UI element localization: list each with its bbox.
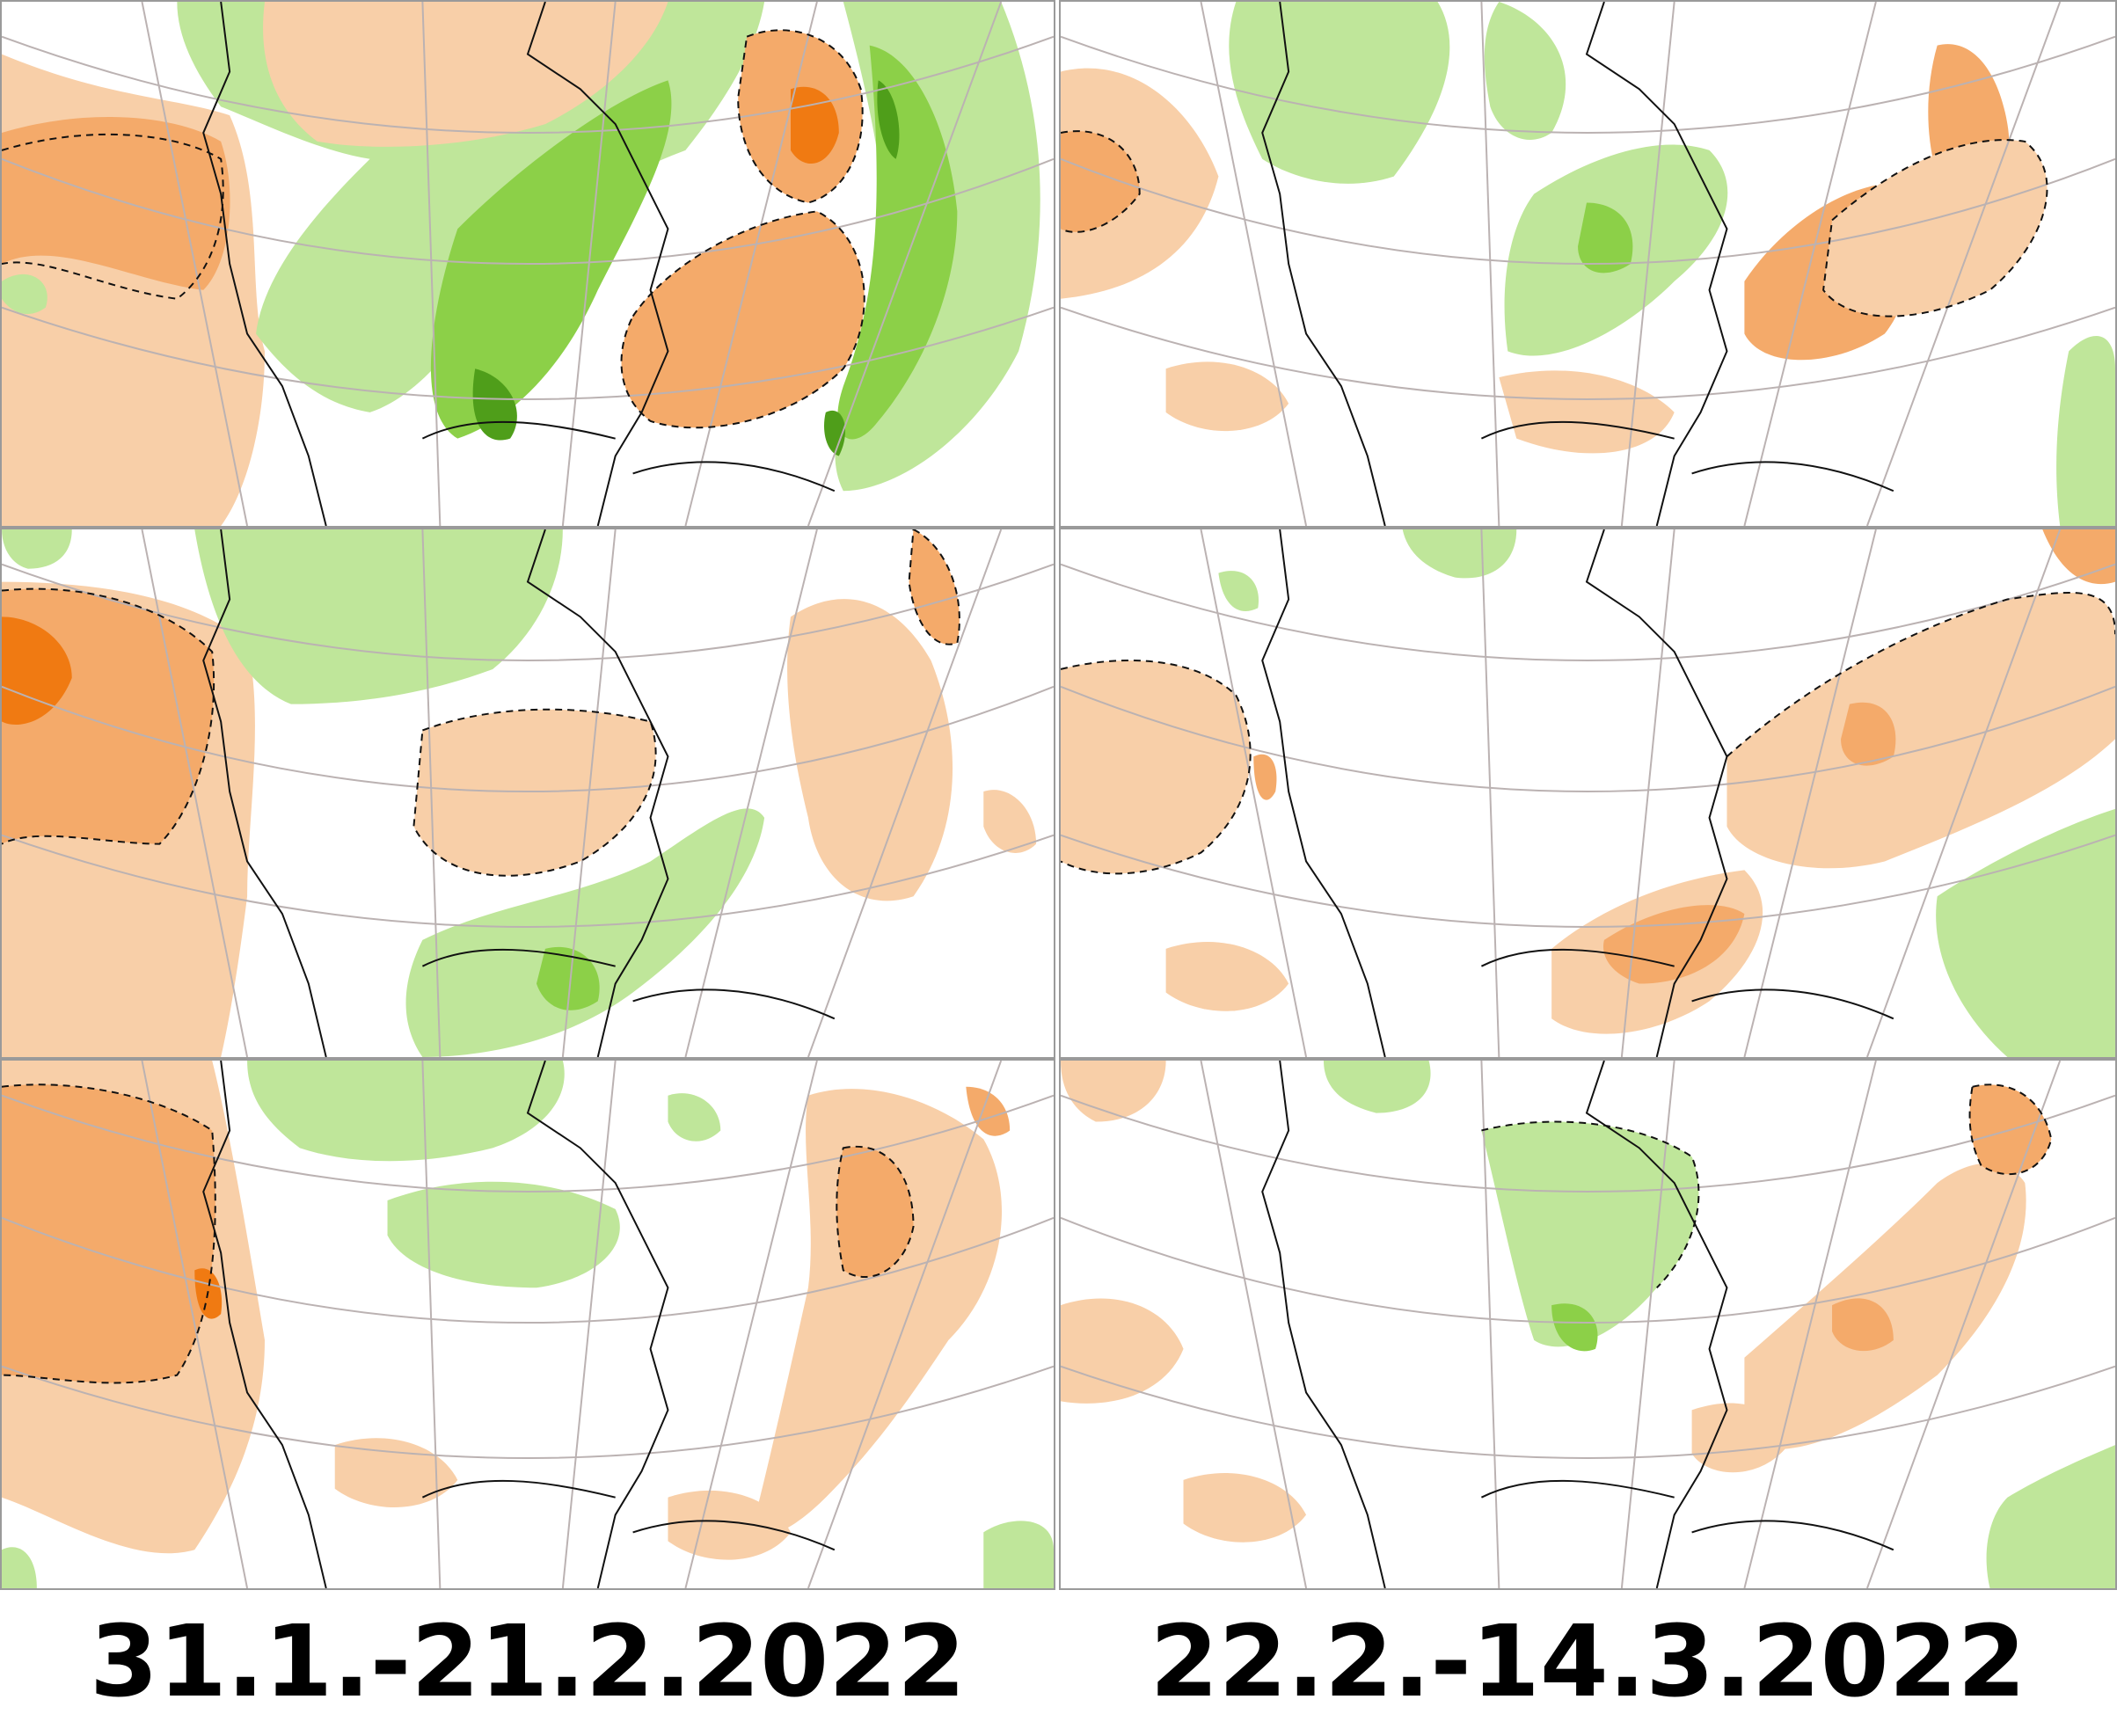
- significance-contour: [1481, 1083, 2053, 1288]
- orange-anomaly-region: [621, 211, 865, 428]
- orange-anomaly-region: [836, 1146, 914, 1278]
- green-anomaly-region: [1484, 2, 1566, 140]
- green-anomaly-region: [405, 808, 765, 1057]
- orange-anomaly-region: [1726, 592, 2115, 869]
- graticule: [2, 529, 1054, 1057]
- coastline: [202, 1061, 836, 1588]
- map-panel-top-right: [1059, 0, 2117, 528]
- anomaly-map: [1061, 1061, 2115, 1588]
- orange-anomaly-region: [1061, 1298, 1184, 1404]
- orange-anomaly-region: [1061, 131, 1140, 232]
- anomaly-map: [1061, 2, 2115, 526]
- map-panel-top-left: [0, 0, 1055, 528]
- significance-contour: [1061, 592, 2115, 875]
- green-anomaly-region: [2, 1547, 37, 1588]
- green-anomaly-region: [837, 45, 958, 440]
- orange-anomaly-region: [263, 2, 668, 147]
- orange-anomaly-region: [2042, 529, 2115, 585]
- anomaly-map: [2, 1061, 1054, 1588]
- green-anomaly-region: [1986, 1445, 2115, 1588]
- orange-anomaly-region: [1183, 1473, 1307, 1543]
- orange-anomaly-region: [1061, 68, 1219, 299]
- orange-anomaly-region: [1499, 370, 1675, 454]
- orange-anomaly-region: [909, 529, 960, 645]
- orange-anomaly-region: [1823, 140, 2048, 317]
- orange-anomaly-region: [1061, 660, 1251, 874]
- orange-anomaly-region: [1744, 1163, 2026, 1450]
- orange-anomaly-region: [1602, 905, 1745, 984]
- orange-anomaly-region: [668, 1490, 791, 1560]
- anomaly-map: [2, 2, 1054, 526]
- green-anomaly-region: [536, 946, 600, 1010]
- green-anomaly-region: [1936, 808, 2115, 1057]
- graticule: [1061, 1061, 2115, 1588]
- orange-anomaly-region: [2, 616, 72, 726]
- graticule: [1061, 2, 2115, 526]
- orange-anomaly-region: [1061, 1061, 1166, 1122]
- green-anomaly-region: [194, 529, 563, 704]
- period-caption-right: 22.2.-14.3.2022: [1150, 1605, 2026, 1719]
- coastline: [202, 529, 836, 1057]
- orange-anomaly-region: [966, 1086, 1011, 1136]
- orange-anomaly-region: [983, 790, 1037, 853]
- coastline: [1261, 1061, 1894, 1588]
- coastline: [202, 2, 836, 526]
- green-anomaly-region: [668, 1093, 721, 1142]
- anomaly-map: [2, 529, 1054, 1057]
- orange-anomaly-region: [1841, 702, 1896, 766]
- map-panel-bottom-left: [0, 1059, 1055, 1590]
- significance-contour: [2, 529, 960, 877]
- green-anomaly-region: [1324, 1061, 1431, 1113]
- orange-anomaly-region: [2, 1084, 215, 1383]
- green-anomaly-region: [247, 1061, 565, 1162]
- orange-anomaly-region: [1691, 1403, 1789, 1473]
- map-panel-middle-left: [0, 528, 1055, 1059]
- period-caption-left: 31.1.-21.2.2022: [90, 1605, 966, 1719]
- green-anomaly-region: [823, 410, 846, 456]
- green-anomaly-region: [2, 274, 47, 315]
- coastline: [1261, 2, 1894, 526]
- green-anomaly-region: [983, 1521, 1054, 1588]
- green-anomaly-region: [1229, 2, 1450, 184]
- green-anomaly-region: [1402, 529, 1517, 579]
- orange-anomaly-region: [1165, 361, 1289, 432]
- orange-anomaly-region: [413, 709, 656, 876]
- significance-contour: [1061, 130, 2048, 317]
- orange-anomaly-region: [787, 599, 953, 901]
- green-anomaly-region: [2, 529, 72, 569]
- green-anomaly-region: [2056, 336, 2115, 526]
- orange-anomaly-region: [1832, 1298, 1894, 1352]
- significance-contour: [2, 1083, 915, 1384]
- significance-contour: [2, 29, 865, 429]
- green-anomaly-region: [1481, 1121, 1699, 1347]
- green-anomaly-region: [877, 80, 900, 159]
- orange-anomaly-region: [1165, 942, 1289, 1011]
- graticule: [2, 1061, 1054, 1588]
- orange-anomaly-region: [756, 1089, 1003, 1535]
- anomaly-map: [1061, 529, 2115, 1057]
- green-anomaly-region: [1578, 202, 1633, 274]
- green-anomaly-region: [387, 1181, 620, 1288]
- graticule: [1061, 529, 2115, 1057]
- map-panel-bottom-right: [1059, 1059, 2117, 1590]
- green-anomaly-region: [1218, 571, 1259, 611]
- map-panel-middle-right: [1059, 528, 2117, 1059]
- orange-anomaly-region: [1253, 754, 1277, 800]
- green-anomaly-region: [1551, 1303, 1598, 1352]
- graticule: [2, 2, 1054, 526]
- green-anomaly-region: [430, 80, 672, 439]
